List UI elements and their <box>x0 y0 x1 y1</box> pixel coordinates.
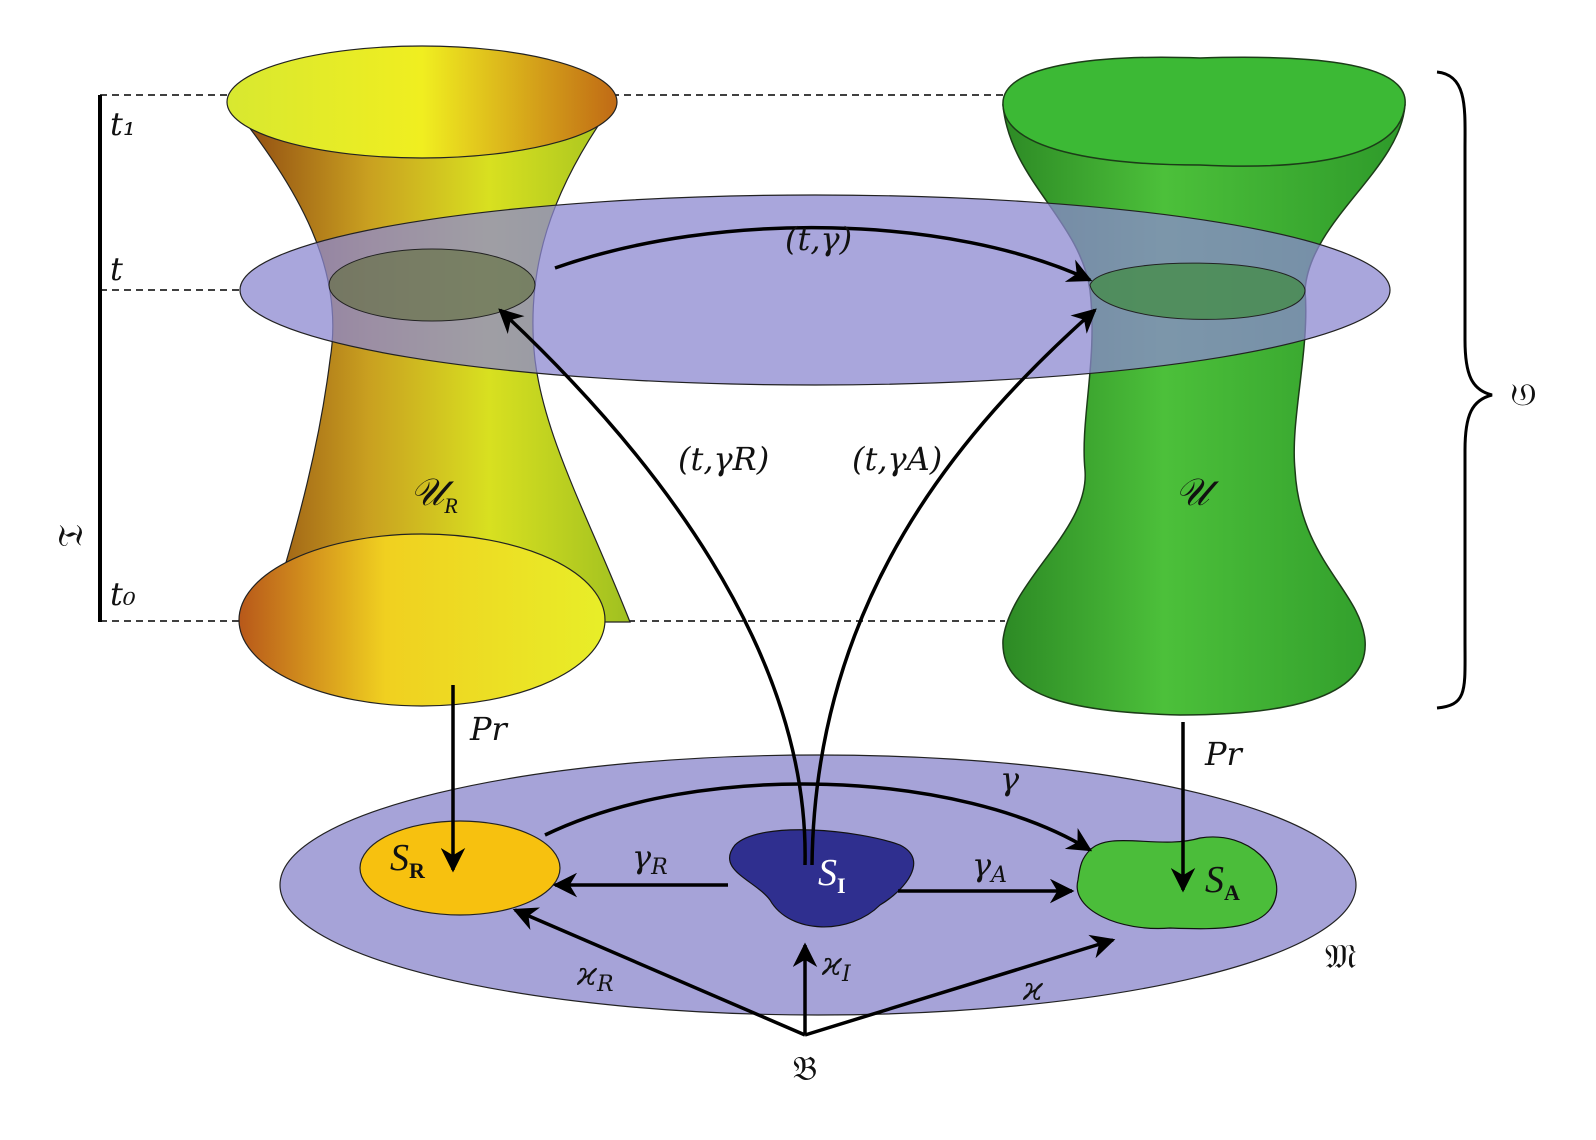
arrow-t-gamma <box>554 225 1093 282</box>
arrow-kappa-R <box>512 907 806 1037</box>
label-t-gamma-R: (t,γR) <box>678 440 769 478</box>
arrow-kappa <box>804 934 1116 1037</box>
label-t-gamma: (t,γ) <box>785 220 852 258</box>
arrow-t-gamma-A <box>810 308 1097 866</box>
arrows <box>440 225 1196 1037</box>
slice-U <box>1089 262 1306 320</box>
arrow-gamma <box>544 782 1093 852</box>
label-kappa: ϰ <box>1022 970 1044 1008</box>
label-kappa-I: ϰI <box>821 945 852 987</box>
label-S-A: SA <box>1205 859 1240 905</box>
label-gamma-A: γA <box>972 846 1007 888</box>
label-space: 𝔖 <box>1504 383 1544 407</box>
label-pr-left: Pr <box>469 710 509 748</box>
label-t0: t₀ <box>110 575 136 613</box>
brace <box>1436 70 1493 710</box>
label-time-interval: 𝔗 <box>51 524 91 547</box>
region-S-A <box>1076 836 1278 930</box>
label-S-R-text: SR <box>390 837 426 883</box>
label-gamma-R: γR <box>632 838 668 880</box>
time-level-dashes <box>100 94 1005 622</box>
label-t1: t₁ <box>110 105 136 143</box>
label-t-gamma-A: (t,γA) <box>852 440 942 478</box>
label-base: 𝔅 <box>793 1049 818 1089</box>
label-gamma: γ <box>1000 760 1020 798</box>
region-S-I <box>728 829 915 928</box>
label-manifold: 𝔐 <box>1325 937 1356 977</box>
slice-U-R <box>328 248 536 322</box>
arrow-t-gamma-R <box>498 308 807 866</box>
label-kappa-R: ϰR <box>576 955 614 997</box>
label-t: t <box>110 250 123 288</box>
tube-U <box>1002 56 1406 716</box>
label-pr-right: Pr <box>1204 735 1244 773</box>
label-S-I: SI <box>818 852 846 898</box>
